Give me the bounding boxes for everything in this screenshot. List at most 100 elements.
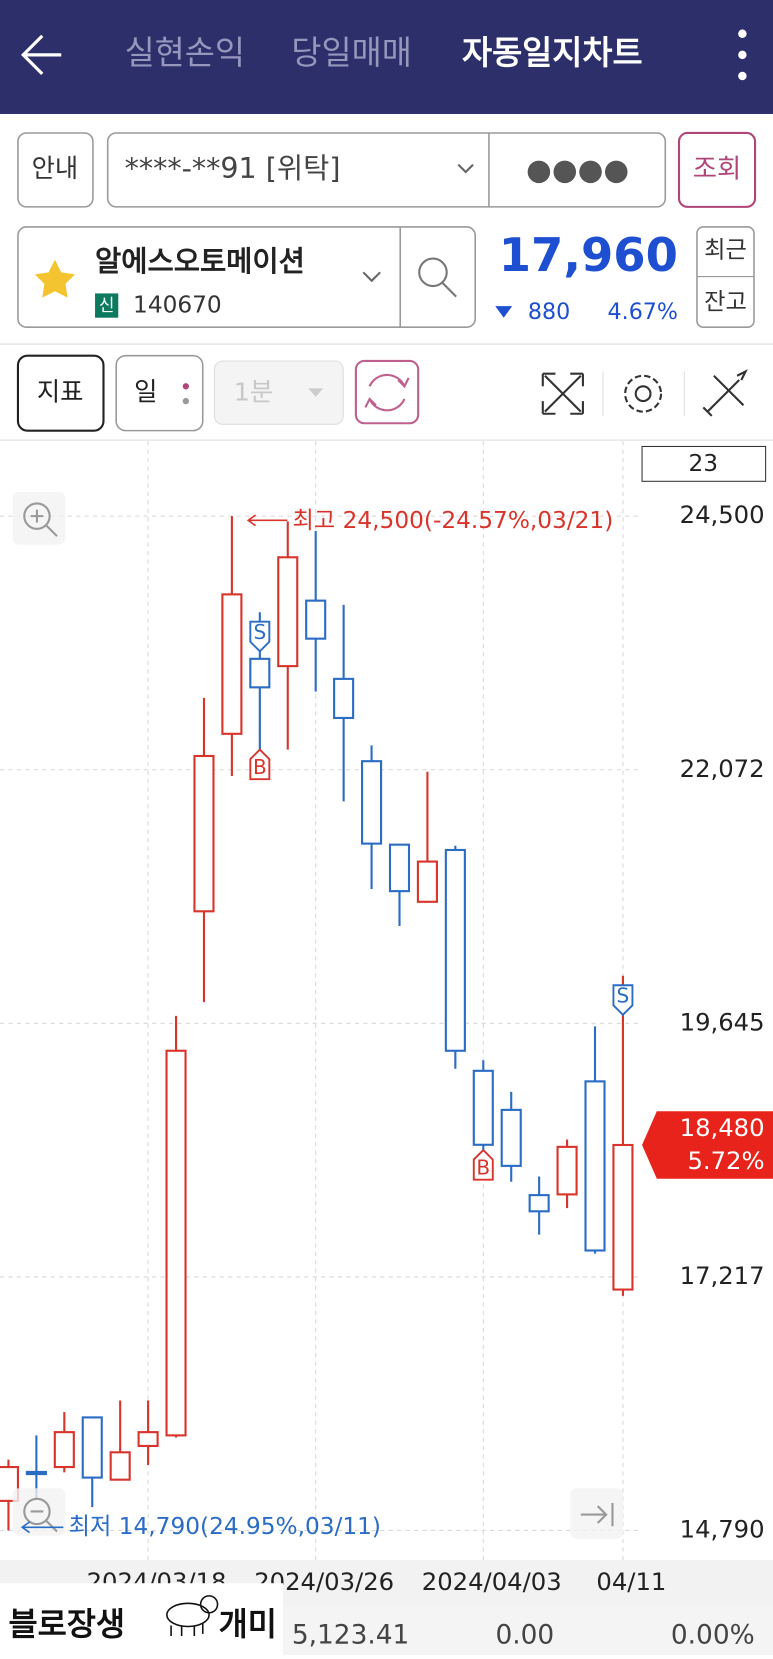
candle-body — [444, 848, 466, 1052]
tools-button[interactable] — [702, 369, 748, 417]
y-tick-label: 19,645 — [680, 1007, 765, 1036]
candle-body — [277, 556, 299, 668]
current-price: 17,960 — [499, 228, 678, 282]
tab[interactable]: 실현손익 — [125, 34, 245, 72]
high-annotation: 최고 24,500(-24.57%,03/21) — [293, 507, 614, 534]
signal-badge — [612, 984, 634, 1017]
menu-button[interactable] — [738, 29, 747, 81]
zoom-in-button[interactable] — [12, 491, 66, 545]
candle-body — [333, 677, 355, 720]
candle-body — [556, 1145, 578, 1196]
y-tick-label: 22,072 — [680, 754, 765, 783]
candle-body — [305, 599, 327, 640]
query-label: 조회 — [693, 154, 742, 184]
candle-body — [53, 1431, 75, 1469]
down-arrow — [495, 306, 513, 318]
refresh-button[interactable] — [354, 359, 420, 425]
trade-signal: S — [612, 983, 634, 1017]
last-change-label: 5.72% — [687, 1146, 764, 1175]
signal-badge — [249, 620, 271, 653]
guide-label: 안내 — [32, 153, 79, 183]
watermark: 개미 — [219, 1606, 277, 1643]
count-box — [641, 445, 767, 482]
last-price-tag — [642, 1111, 773, 1179]
high-arrow — [246, 514, 288, 527]
candle-body — [612, 1143, 634, 1291]
price-change: 880 — [528, 299, 570, 325]
footer-value: 0.00% — [671, 1620, 755, 1650]
jump-end-button[interactable] — [570, 1488, 624, 1539]
interval-button — [213, 360, 344, 425]
ant-doodle — [166, 1595, 219, 1636]
trade-signal: B — [472, 1148, 494, 1181]
candle-body — [472, 1069, 494, 1146]
stock-box[interactable] — [17, 226, 476, 328]
signal-badge — [249, 748, 271, 781]
low-arrow — [20, 1521, 64, 1534]
favorite-star[interactable] — [34, 259, 75, 298]
count: 23 — [689, 450, 719, 477]
candle-body — [388, 843, 411, 893]
account-number: ****-**91 [위탁] — [125, 152, 341, 185]
guide-button[interactable] — [17, 132, 94, 208]
watermark-box — [0, 1583, 284, 1655]
account-box[interactable] — [106, 132, 667, 208]
tab[interactable]: 당일매매 — [291, 34, 411, 72]
header-bar — [0, 0, 773, 114]
x-tick-label: 04/11 — [596, 1567, 666, 1596]
trade-signal: B — [249, 748, 271, 781]
signal-label: B — [476, 1156, 490, 1180]
signal-label: S — [253, 620, 266, 644]
zoom-out-button[interactable] — [12, 1488, 66, 1536]
y-tick-label: 17,217 — [680, 1261, 765, 1290]
signal-label: B — [253, 755, 267, 779]
back-button[interactable] — [20, 34, 62, 76]
candle-body — [416, 860, 438, 903]
query-button[interactable] — [677, 131, 757, 208]
signal-badge — [472, 1148, 494, 1181]
candle-body — [25, 1470, 47, 1476]
candle-body — [165, 1049, 187, 1437]
password-field[interactable]: ●●●● — [526, 152, 629, 186]
change-rate: 4.67% — [608, 299, 678, 325]
dropdown-icon[interactable] — [362, 271, 381, 283]
refresh-icon — [364, 373, 410, 412]
trade-signal: S — [249, 620, 271, 653]
candle-body — [360, 760, 383, 845]
candle-body — [137, 1431, 159, 1447]
badge — [95, 293, 119, 318]
candlestick-chart: 2024/03/18 2024/03/26 2024/04/03 04/1114,79… — [0, 441, 773, 1607]
dropdown-icon — [308, 388, 324, 397]
stock-code: 140670 — [133, 292, 222, 319]
last-price-label: 18,480 — [680, 1113, 765, 1142]
indicator-button[interactable] — [16, 354, 105, 432]
recent-label: 최근 — [704, 237, 747, 264]
period-label: 일 — [134, 377, 157, 407]
fullscreen-button[interactable] — [541, 372, 584, 415]
candle-body — [109, 1451, 131, 1481]
y-tick-label: 24,500 — [680, 500, 765, 529]
footer-value: 5,123.41 — [292, 1620, 409, 1650]
signal-label: S — [617, 983, 630, 1007]
low-annotation: 최저 14,790(24.95%,03/11) — [69, 1513, 381, 1540]
footer-value: 0.00 — [495, 1620, 554, 1650]
dot — [182, 383, 190, 390]
candle-body — [193, 754, 215, 913]
candle-body — [81, 1416, 103, 1479]
settings-button[interactable] — [624, 374, 663, 413]
balance-label: 잔고 — [704, 288, 747, 315]
candle-body — [249, 657, 271, 689]
x-tick-label: 2024/04/03 — [422, 1567, 562, 1596]
stock-name: 알에스오토메이션 — [95, 245, 305, 278]
search-button[interactable] — [418, 257, 457, 298]
watermark: 블로장생 — [8, 1606, 125, 1643]
y-tick-label: 14,790 — [680, 1514, 765, 1543]
period-button[interactable] — [115, 354, 204, 432]
badge-label: 신 — [99, 295, 115, 315]
dot — [182, 397, 190, 405]
tab-active[interactable]: 자동일지차트 — [462, 34, 643, 72]
candle-body — [221, 593, 243, 735]
